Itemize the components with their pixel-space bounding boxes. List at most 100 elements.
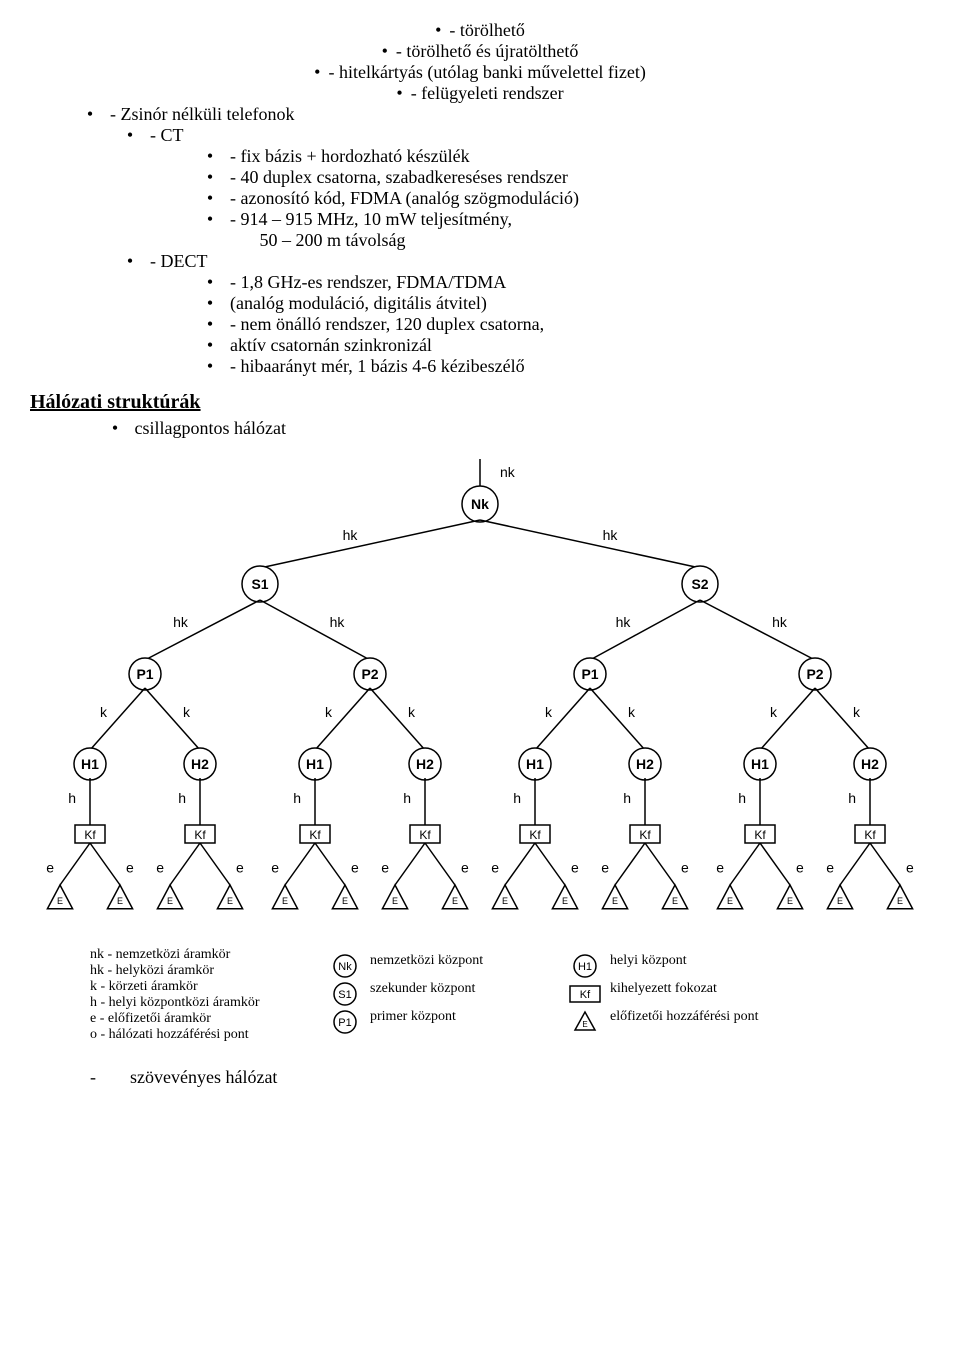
svg-text:k: k bbox=[183, 704, 191, 720]
bullet-item: - hibaarányt mér, 1 bázis 4-6 kézibeszél… bbox=[30, 356, 930, 377]
svg-text:Kf: Kf bbox=[754, 828, 766, 842]
legend-abbrev-row: k - körzeti áramkör bbox=[90, 979, 320, 995]
svg-text:k: k bbox=[100, 704, 108, 720]
legend-abbrev-row: h - helyi központközi áramkör bbox=[90, 995, 320, 1011]
svg-text:H2: H2 bbox=[636, 756, 654, 772]
svg-text:hk: hk bbox=[603, 527, 619, 543]
bullet-list: •- törölhető•- törölhető és újratölthető… bbox=[30, 20, 930, 377]
bullet-item: - CT bbox=[30, 125, 930, 146]
svg-text:k: k bbox=[853, 704, 861, 720]
bullet-item: 50 – 200 m távolság bbox=[30, 230, 930, 251]
svg-text:E: E bbox=[897, 896, 903, 906]
section-heading: Hálózati struktúrák bbox=[30, 391, 930, 414]
svg-text:P1: P1 bbox=[338, 1017, 351, 1029]
legend-abbrev-row: hk - helyközi áramkör bbox=[90, 963, 320, 979]
bullet-item: - 914 – 915 MHz, 10 mW teljesítmény, bbox=[30, 209, 930, 230]
legend-abbrev-row: e - előfizetői áramkör bbox=[90, 1011, 320, 1027]
svg-text:e: e bbox=[601, 860, 609, 876]
legend-abbrev-row: nk - nemzetközi áramkör bbox=[90, 947, 320, 963]
svg-text:E: E bbox=[342, 896, 348, 906]
bullet-item: - fix bázis + hordozható készülék bbox=[30, 146, 930, 167]
svg-text:Nk: Nk bbox=[471, 496, 489, 512]
svg-text:e: e bbox=[126, 860, 134, 876]
bullet-item: - Zsinór nélküli telefonok bbox=[30, 104, 930, 125]
svg-text:Kf: Kf bbox=[864, 828, 876, 842]
bullet-item: aktív csatornán szinkronizál bbox=[30, 335, 930, 356]
svg-text:hk: hk bbox=[330, 614, 346, 630]
svg-text:Kf: Kf bbox=[529, 828, 541, 842]
svg-text:hk: hk bbox=[173, 614, 189, 630]
svg-text:k: k bbox=[545, 704, 553, 720]
svg-text:E: E bbox=[282, 896, 288, 906]
svg-text:E: E bbox=[837, 896, 843, 906]
svg-text:E: E bbox=[787, 896, 793, 906]
legend-symbols-col2: H1helyi központKfkihelyezett fokozatEelő… bbox=[560, 947, 800, 1043]
svg-text:h: h bbox=[293, 790, 301, 806]
section-sub-item: csillagpontos hálózat bbox=[30, 418, 930, 439]
svg-text:h: h bbox=[178, 790, 186, 806]
svg-text:e: e bbox=[716, 860, 724, 876]
svg-text:h: h bbox=[403, 790, 411, 806]
svg-text:E: E bbox=[672, 896, 678, 906]
svg-text:h: h bbox=[738, 790, 746, 806]
svg-text:Kf: Kf bbox=[84, 828, 96, 842]
svg-text:nk: nk bbox=[500, 464, 516, 480]
bullet-item: - 1,8 GHz-es rendszer, FDMA/TDMA bbox=[30, 272, 930, 293]
svg-text:Kf: Kf bbox=[194, 828, 206, 842]
svg-text:e: e bbox=[461, 860, 469, 876]
bullet-item: - 40 duplex csatorna, szabadkereséses re… bbox=[30, 167, 930, 188]
legend-symbols-col1: Nknemzetközi központS1szekunder központP… bbox=[320, 947, 560, 1043]
svg-text:h: h bbox=[623, 790, 631, 806]
svg-text:e: e bbox=[271, 860, 279, 876]
svg-text:hk: hk bbox=[343, 527, 359, 543]
final-item: -szövevényes hálózat bbox=[30, 1067, 930, 1088]
svg-text:e: e bbox=[46, 860, 54, 876]
bullet-item: •- törölhető és újratölthető bbox=[30, 41, 930, 62]
svg-text:S1: S1 bbox=[251, 576, 268, 592]
svg-text:E: E bbox=[582, 1020, 587, 1029]
svg-text:hk: hk bbox=[616, 614, 632, 630]
svg-text:k: k bbox=[325, 704, 333, 720]
svg-text:Kf: Kf bbox=[419, 828, 431, 842]
svg-text:h: h bbox=[848, 790, 856, 806]
svg-text:h: h bbox=[68, 790, 76, 806]
svg-text:P1: P1 bbox=[581, 666, 598, 682]
bullet-item: •- hitelkártyás (utólag banki művelettel… bbox=[30, 62, 930, 83]
svg-text:e: e bbox=[826, 860, 834, 876]
svg-text:H2: H2 bbox=[861, 756, 879, 772]
svg-text:e: e bbox=[381, 860, 389, 876]
svg-text:S2: S2 bbox=[691, 576, 708, 592]
svg-text:E: E bbox=[502, 896, 508, 906]
svg-text:E: E bbox=[57, 896, 63, 906]
svg-text:E: E bbox=[612, 896, 618, 906]
svg-text:H1: H1 bbox=[751, 756, 769, 772]
bullet-item: •- törölhető bbox=[30, 20, 930, 41]
svg-text:H1: H1 bbox=[526, 756, 544, 772]
svg-text:E: E bbox=[727, 896, 733, 906]
bullet-item: (analóg moduláció, digitális átvitel) bbox=[30, 293, 930, 314]
svg-text:E: E bbox=[392, 896, 398, 906]
svg-text:e: e bbox=[796, 860, 804, 876]
svg-text:e: e bbox=[906, 860, 914, 876]
bullet-item: - nem önálló rendszer, 120 duplex csator… bbox=[30, 314, 930, 335]
bullet-item: - azonosító kód, FDMA (analóg szögmodulá… bbox=[30, 188, 930, 209]
svg-text:e: e bbox=[236, 860, 244, 876]
svg-text:E: E bbox=[452, 896, 458, 906]
svg-text:Kf: Kf bbox=[309, 828, 321, 842]
svg-text:e: e bbox=[491, 860, 499, 876]
svg-text:P2: P2 bbox=[806, 666, 823, 682]
svg-text:H2: H2 bbox=[191, 756, 209, 772]
svg-text:h: h bbox=[513, 790, 521, 806]
svg-text:H1: H1 bbox=[306, 756, 324, 772]
svg-text:hk: hk bbox=[772, 614, 788, 630]
legend-abbreviations: nk - nemzetközi áramkörhk - helyközi ára… bbox=[30, 947, 320, 1043]
svg-text:e: e bbox=[156, 860, 164, 876]
svg-text:k: k bbox=[628, 704, 636, 720]
svg-text:e: e bbox=[571, 860, 579, 876]
legend-symbol-row: P1primer központ bbox=[320, 1003, 560, 1031]
bullet-item: •- felügyeleti rendszer bbox=[30, 83, 930, 104]
legend-abbrev-row: o - hálózati hozzáférési pont bbox=[90, 1027, 320, 1043]
svg-text:P1: P1 bbox=[136, 666, 153, 682]
network-tree-diagram: nkNkhkS1hkS2hkP1hkP2hkP1hkP2kH1kH2kH1kH2… bbox=[30, 449, 930, 929]
svg-text:e: e bbox=[681, 860, 689, 876]
